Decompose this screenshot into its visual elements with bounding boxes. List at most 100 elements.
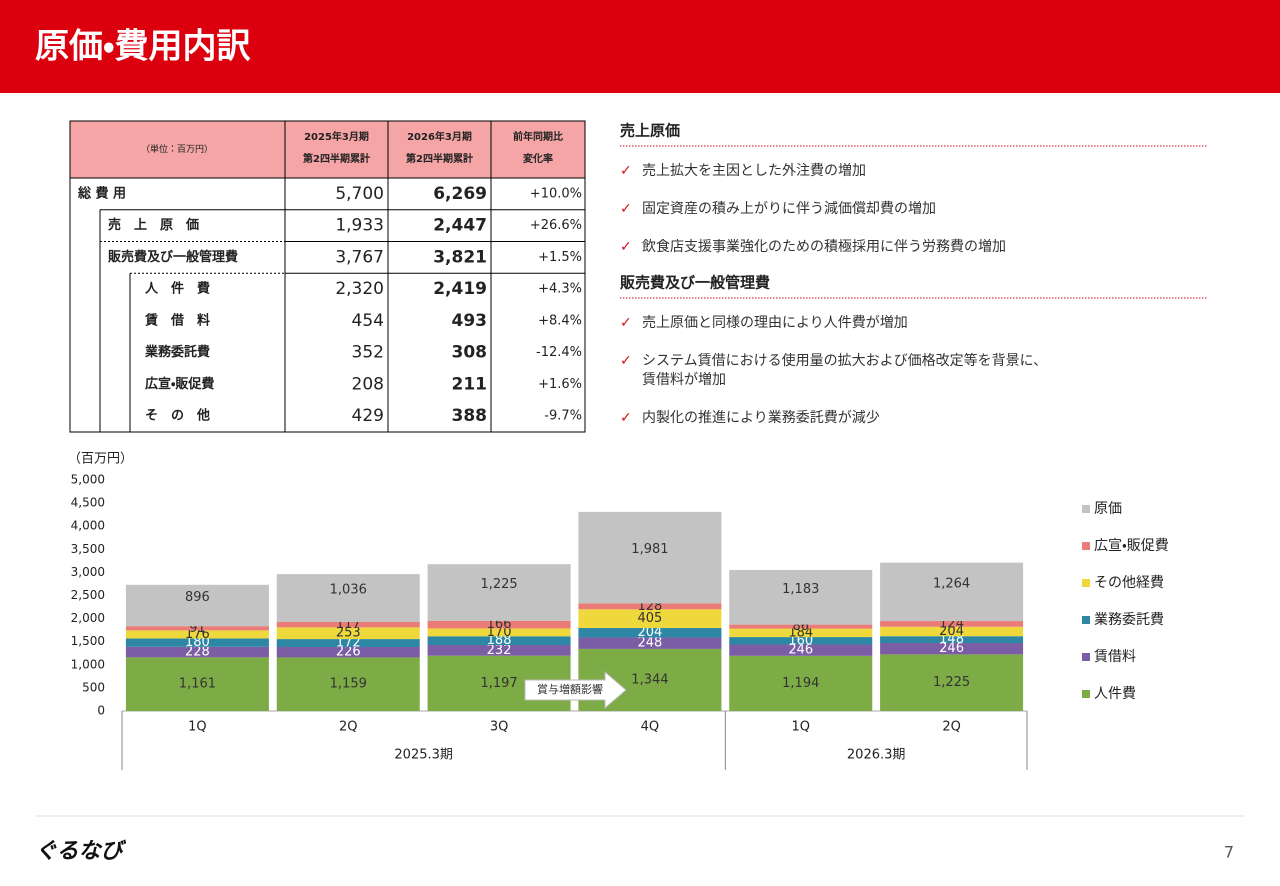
bar-segment bbox=[729, 624, 873, 629]
legend-label: その他経費 bbox=[1094, 575, 1164, 591]
column-header: 変化率 bbox=[523, 152, 553, 165]
data-label: 176 bbox=[185, 627, 210, 642]
y-tick-label: 1,000 bbox=[71, 657, 105, 671]
legend-swatch bbox=[1082, 653, 1090, 661]
row-label: 賃 借 料 bbox=[144, 312, 210, 328]
data-label: 184 bbox=[788, 625, 813, 640]
legend-swatch bbox=[1082, 579, 1090, 587]
table-border bbox=[69, 120, 586, 433]
bar-segment bbox=[729, 569, 873, 625]
legend-swatch bbox=[1082, 542, 1090, 550]
row-label: 販売費及び一般管理費 bbox=[108, 249, 238, 265]
data-label: 248 bbox=[638, 636, 663, 651]
header-bar bbox=[0, 0, 1280, 93]
bar-segment bbox=[880, 654, 1024, 711]
y-tick-label: 4,000 bbox=[71, 519, 105, 533]
column-header: 2026年3月期 bbox=[407, 130, 472, 143]
x-tick-label: 4Q bbox=[641, 720, 660, 735]
cell-value: 454 bbox=[352, 311, 384, 331]
cell-change: -9.7% bbox=[544, 409, 582, 424]
bar-segment bbox=[880, 621, 1024, 627]
bullet-text: 賃借料が増加 bbox=[642, 372, 726, 388]
bar-segment bbox=[276, 574, 420, 622]
bar-segment bbox=[729, 644, 873, 656]
data-label: 246 bbox=[788, 643, 813, 658]
data-label: 1,036 bbox=[330, 583, 367, 598]
data-label: 1,183 bbox=[782, 582, 819, 597]
check-icon: ✓ bbox=[620, 410, 632, 426]
bullet-text: 固定資産の積み上がりに伴う減価償却費の増加 bbox=[642, 200, 936, 217]
cell-change: +8.4% bbox=[538, 313, 582, 328]
cell-value: 388 bbox=[452, 406, 488, 426]
x-tick-label: 1Q bbox=[188, 720, 207, 735]
bar-segment bbox=[427, 628, 571, 637]
cell-value: 308 bbox=[452, 343, 488, 363]
bar-segment bbox=[729, 628, 873, 638]
row-label: 人 件 費 bbox=[144, 281, 210, 297]
cell-value: 211 bbox=[452, 374, 488, 394]
data-label: 253 bbox=[336, 626, 361, 641]
group-label: 2025.3期 bbox=[394, 748, 453, 763]
cell-change: +1.5% bbox=[538, 250, 582, 265]
y-tick-label: 3,500 bbox=[71, 542, 105, 556]
cell-change: +26.6% bbox=[530, 218, 582, 233]
legend-label: 人件費 bbox=[1094, 686, 1136, 702]
bar-segment bbox=[880, 643, 1024, 655]
legend-swatch bbox=[1082, 690, 1090, 698]
bar-segment bbox=[880, 636, 1024, 644]
bar-segment bbox=[578, 628, 722, 638]
data-label: 896 bbox=[185, 590, 210, 605]
bar-segment bbox=[125, 584, 269, 627]
data-label: 1,264 bbox=[933, 576, 970, 591]
bar-segment bbox=[880, 626, 1024, 637]
legend-label: 広宣・販促費 bbox=[1094, 538, 1169, 554]
table-header-bg bbox=[70, 121, 585, 178]
bullet-text: 内製化の推進により業務委託費が減少 bbox=[642, 409, 880, 426]
cell-change: +4.3% bbox=[538, 282, 582, 297]
cell-value: 493 bbox=[452, 311, 488, 331]
y-tick-label: 1,500 bbox=[71, 634, 105, 648]
page-number: 7 bbox=[1224, 843, 1234, 862]
data-label: 1,344 bbox=[631, 672, 668, 687]
y-tick-label: 0 bbox=[97, 704, 105, 718]
data-label: 1,225 bbox=[933, 675, 970, 690]
cell-value: 208 bbox=[352, 374, 384, 394]
cell-value: 2,447 bbox=[433, 216, 487, 236]
data-label: 188 bbox=[487, 633, 512, 648]
check-icon: ✓ bbox=[620, 315, 632, 331]
bar-segment bbox=[427, 564, 571, 621]
data-label: 166 bbox=[487, 617, 512, 632]
cell-change: -12.4% bbox=[536, 345, 582, 360]
check-icon: ✓ bbox=[620, 239, 632, 255]
bar-segment bbox=[125, 630, 269, 639]
x-tick-label: 3Q bbox=[490, 720, 509, 735]
data-label: 172 bbox=[336, 636, 361, 651]
bar-segment bbox=[578, 511, 722, 604]
column-header: 2025年3月期 bbox=[304, 130, 369, 143]
data-label: 204 bbox=[638, 625, 663, 640]
y-tick-label: 5,000 bbox=[71, 473, 105, 487]
cell-value: 3,767 bbox=[335, 247, 384, 267]
data-label: 1,197 bbox=[480, 676, 517, 691]
cell-value: 3,821 bbox=[433, 247, 487, 267]
logo: ぐるなび bbox=[35, 839, 127, 864]
data-label: 1,159 bbox=[330, 677, 367, 692]
bar-segment bbox=[125, 646, 269, 658]
data-label: 246 bbox=[939, 641, 964, 656]
cell-value: 2,320 bbox=[335, 279, 384, 299]
row-label: 業務委託費 bbox=[144, 344, 210, 360]
data-label: 1,225 bbox=[480, 577, 517, 592]
legend-label: 原価 bbox=[1094, 501, 1122, 517]
bar-segment bbox=[729, 655, 873, 711]
bar-segment bbox=[578, 609, 722, 629]
legend-label: 賃借料 bbox=[1094, 649, 1136, 665]
legend-swatch bbox=[1082, 616, 1090, 624]
data-label: 180 bbox=[185, 635, 210, 650]
cell-change: +1.6% bbox=[538, 377, 582, 392]
y-tick-label: 3,000 bbox=[71, 565, 105, 579]
data-label: 1,981 bbox=[631, 542, 668, 557]
x-tick-label: 2Q bbox=[942, 720, 961, 735]
bar-segment bbox=[276, 627, 420, 640]
group-label: 2026.3期 bbox=[847, 748, 906, 763]
